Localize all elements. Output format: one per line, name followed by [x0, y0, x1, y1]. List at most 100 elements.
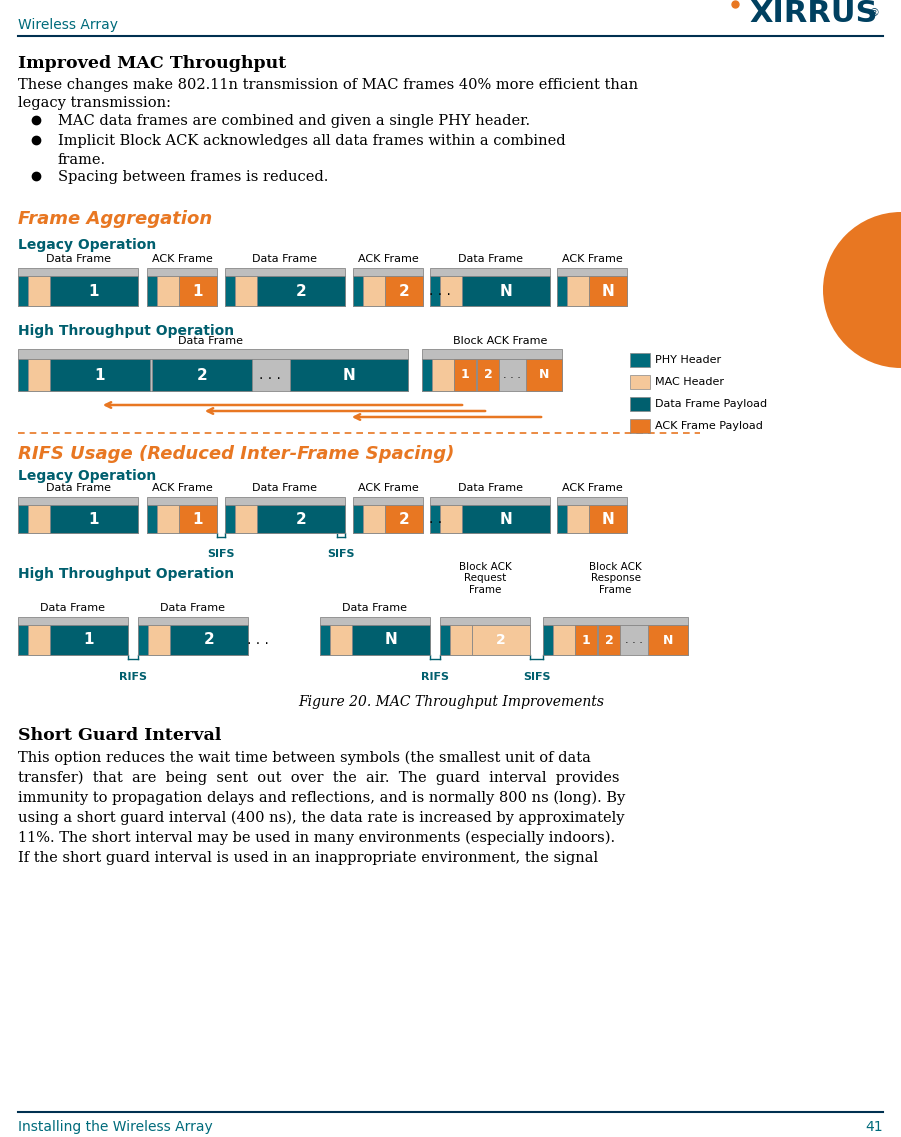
Bar	[330, 625, 352, 655]
Bar	[235, 276, 257, 306]
Bar	[363, 276, 385, 306]
Bar	[147, 505, 157, 533]
Text: 2: 2	[496, 633, 505, 647]
Bar	[138, 625, 248, 655]
Text: 1: 1	[89, 512, 99, 526]
Bar	[353, 268, 423, 276]
Bar	[630, 397, 650, 410]
Text: Block ACK Frame: Block ACK Frame	[453, 337, 547, 346]
Text: Block ACK
Request
Frame: Block ACK Request Frame	[459, 562, 512, 595]
Bar	[18, 349, 408, 359]
Bar	[543, 625, 553, 655]
Text: Data Frame: Data Frame	[458, 254, 523, 264]
Bar	[320, 625, 330, 655]
Text: N: N	[500, 283, 513, 299]
Bar	[353, 276, 423, 306]
Bar	[179, 276, 217, 306]
Bar	[422, 359, 562, 391]
Text: MAC Header: MAC Header	[655, 377, 724, 387]
Text: This option reduces the wait time between symbols (the smallest unit of data: This option reduces the wait time betwee…	[18, 752, 591, 765]
Text: Data Frame: Data Frame	[252, 483, 317, 493]
Text: High Throughput Operation: High Throughput Operation	[18, 567, 234, 581]
Text: legacy transmission:: legacy transmission:	[18, 96, 171, 110]
Text: PHY Header: PHY Header	[655, 355, 721, 365]
Text: Wireless Array: Wireless Array	[18, 18, 118, 32]
Bar	[18, 625, 28, 655]
Bar	[225, 276, 235, 306]
Bar	[148, 625, 170, 655]
Text: High Throughput Operation: High Throughput Operation	[18, 324, 234, 338]
Bar	[630, 352, 650, 367]
Bar	[567, 276, 589, 306]
Wedge shape	[823, 211, 901, 368]
Bar	[430, 268, 550, 276]
Bar	[18, 268, 138, 276]
Bar	[430, 276, 550, 306]
Bar	[157, 276, 179, 306]
Bar	[28, 625, 50, 655]
Bar	[567, 505, 589, 533]
Text: Data Frame: Data Frame	[458, 483, 523, 493]
Text: RIFS: RIFS	[119, 672, 147, 682]
Text: Installing the Wireless Array: Installing the Wireless Array	[18, 1120, 213, 1134]
Text: Data Frame Payload: Data Frame Payload	[655, 399, 767, 409]
Bar	[430, 505, 550, 533]
Text: RIFS: RIFS	[421, 672, 449, 682]
Text: N: N	[539, 368, 550, 382]
Text: 2: 2	[484, 368, 492, 382]
Text: N: N	[385, 632, 397, 647]
Text: N: N	[602, 512, 614, 526]
Bar	[422, 349, 562, 359]
Text: 2: 2	[196, 367, 207, 382]
Text: Data Frame: Data Frame	[252, 254, 317, 264]
Bar	[589, 505, 627, 533]
Text: . . .: . . .	[429, 284, 450, 298]
Bar	[385, 276, 423, 306]
Text: Block ACK
Response
Frame: Block ACK Response Frame	[589, 562, 642, 595]
Bar	[18, 625, 128, 655]
Bar	[353, 497, 423, 505]
Text: immunity to propagation delays and reflections, and is normally 800 ns (long). B: immunity to propagation delays and refle…	[18, 791, 625, 805]
Text: 2: 2	[204, 632, 214, 647]
Bar	[543, 617, 688, 625]
Text: . . .: . . .	[247, 633, 268, 647]
Text: Figure 20. MAC Throughput Improvements: Figure 20. MAC Throughput Improvements	[298, 695, 604, 709]
Text: These changes make 802.11n transmission of MAC frames 40% more efficient than: These changes make 802.11n transmission …	[18, 78, 638, 92]
Bar	[235, 505, 257, 533]
Bar	[557, 505, 567, 533]
Bar	[18, 505, 138, 533]
Bar	[152, 359, 252, 391]
Text: Data Frame: Data Frame	[41, 603, 105, 613]
Text: 1: 1	[460, 368, 469, 382]
Text: 41: 41	[865, 1120, 883, 1134]
Bar	[320, 617, 430, 625]
Text: Data Frame: Data Frame	[45, 483, 111, 493]
Bar	[440, 625, 530, 655]
Bar	[50, 625, 128, 655]
Bar	[18, 497, 138, 505]
Text: ACK Frame: ACK Frame	[151, 254, 213, 264]
Bar	[477, 359, 499, 391]
Bar	[138, 617, 248, 625]
Bar	[432, 359, 454, 391]
Text: SIFS: SIFS	[327, 549, 355, 559]
Bar	[147, 505, 217, 533]
Text: N: N	[342, 367, 355, 382]
Text: ACK Frame: ACK Frame	[561, 483, 623, 493]
Text: N: N	[663, 633, 673, 647]
Text: ACK Frame Payload: ACK Frame Payload	[655, 421, 763, 431]
Bar	[526, 359, 562, 391]
Bar	[430, 276, 440, 306]
Bar	[147, 276, 217, 306]
Bar	[147, 497, 217, 505]
Text: using a short guard interval (400 ns), the data rate is increased by approximate: using a short guard interval (400 ns), t…	[18, 811, 624, 825]
Bar	[18, 617, 128, 625]
Bar	[589, 276, 627, 306]
Text: 1: 1	[582, 633, 590, 647]
Text: transfer)  that  are  being  sent  out  over  the  air.  The  guard  interval  p: transfer) that are being sent out over t…	[18, 771, 620, 786]
Bar	[225, 505, 235, 533]
Bar	[290, 359, 408, 391]
Bar	[430, 505, 440, 533]
Text: N: N	[500, 512, 513, 526]
Bar	[462, 505, 550, 533]
